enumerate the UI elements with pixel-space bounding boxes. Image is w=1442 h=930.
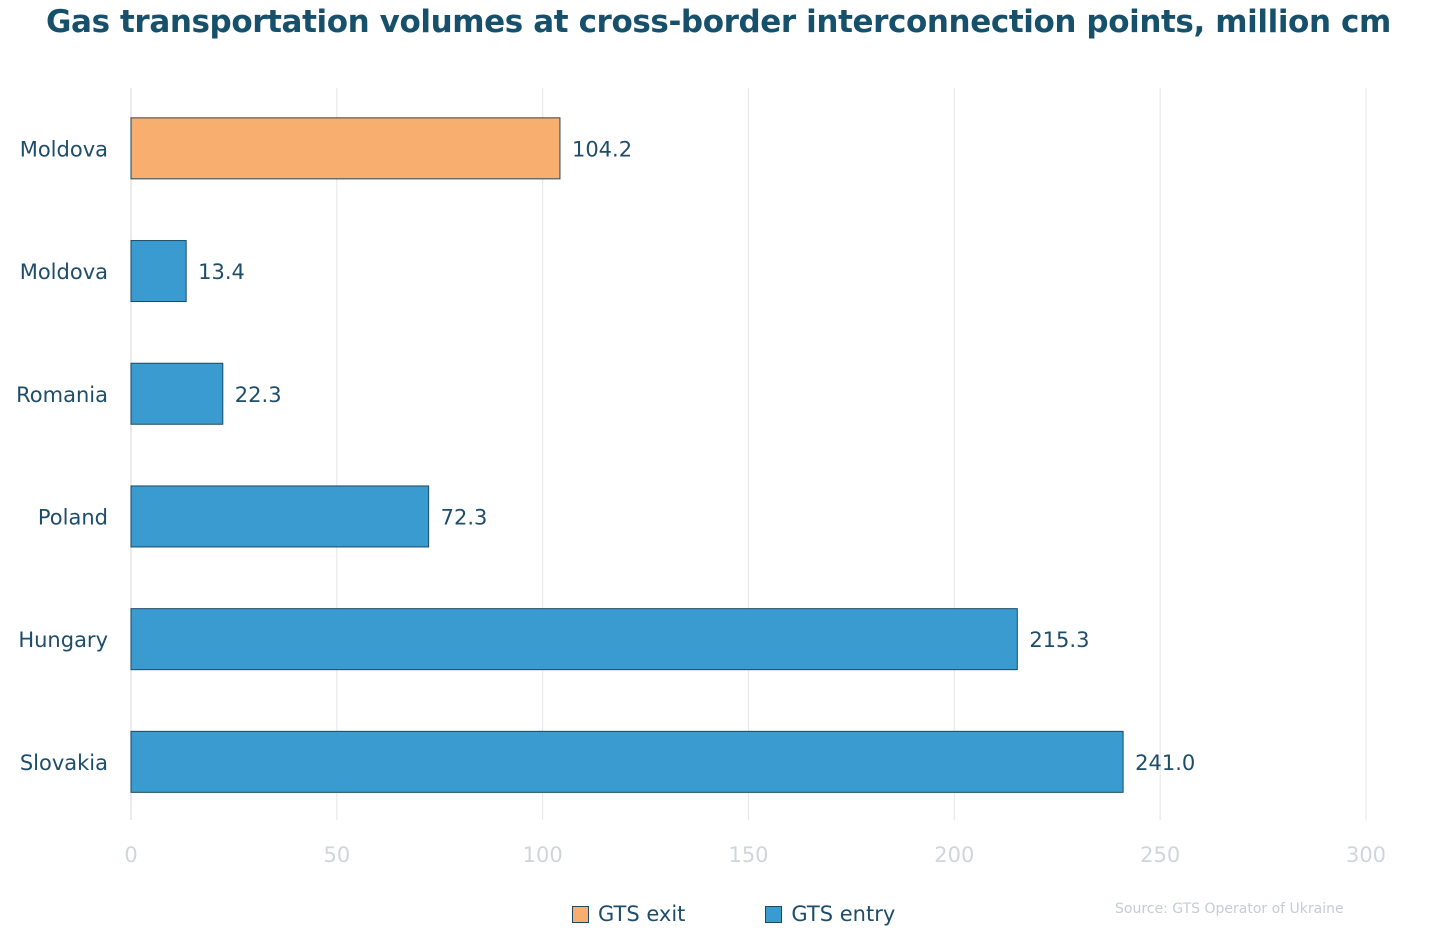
- x-tick-label: 0: [124, 843, 137, 867]
- value-label: 22.3: [235, 383, 282, 407]
- gridlines: [130, 88, 1367, 820]
- legend-swatch-exit: [572, 905, 589, 923]
- category-label: Moldova: [20, 260, 108, 284]
- category-label: Hungary: [18, 628, 108, 652]
- x-tick-label: 150: [728, 843, 768, 867]
- bar-entry: [130, 485, 430, 548]
- source-note: Source: GTS Operator of Ukraine: [1115, 901, 1344, 917]
- chart-title: Gas transportation volumes at cross-bord…: [46, 4, 1391, 40]
- bar-entry: [130, 730, 1124, 793]
- value-label: 104.2: [572, 137, 632, 161]
- legend-item-entry: GTS entry: [765, 902, 895, 926]
- value-label: 215.3: [1029, 628, 1089, 652]
- bars: [130, 117, 1124, 793]
- x-tick-label: 100: [523, 843, 563, 867]
- x-tick-label: 300: [1346, 843, 1386, 867]
- x-tick-label: 200: [934, 843, 974, 867]
- value-label: 72.3: [441, 505, 488, 529]
- legend-swatch-entry: [765, 905, 783, 923]
- value-label: 241.0: [1135, 751, 1195, 775]
- legend-label-exit: GTS exit: [598, 902, 686, 926]
- legend: GTS exit GTS entry: [572, 900, 895, 928]
- category-label: Slovakia: [20, 751, 108, 775]
- category-label: Poland: [38, 505, 108, 529]
- value-label: 13.4: [198, 260, 245, 284]
- labels: 0 50 100 150 200 250 300 Moldova 104.2 Moldova 13.…: [16, 137, 1386, 867]
- bar-entry: [130, 362, 224, 425]
- legend-label-entry: GTS entry: [791, 902, 896, 926]
- bar-entry: [130, 608, 1018, 671]
- x-tick-label: 250: [1140, 843, 1180, 867]
- bar-exit: [130, 117, 561, 180]
- category-label: Moldova: [20, 137, 108, 161]
- category-label: Romania: [16, 383, 108, 407]
- legend-item-exit: GTS exit: [572, 902, 685, 926]
- bar-entry: [130, 240, 187, 303]
- x-tick-label: 50: [323, 843, 350, 867]
